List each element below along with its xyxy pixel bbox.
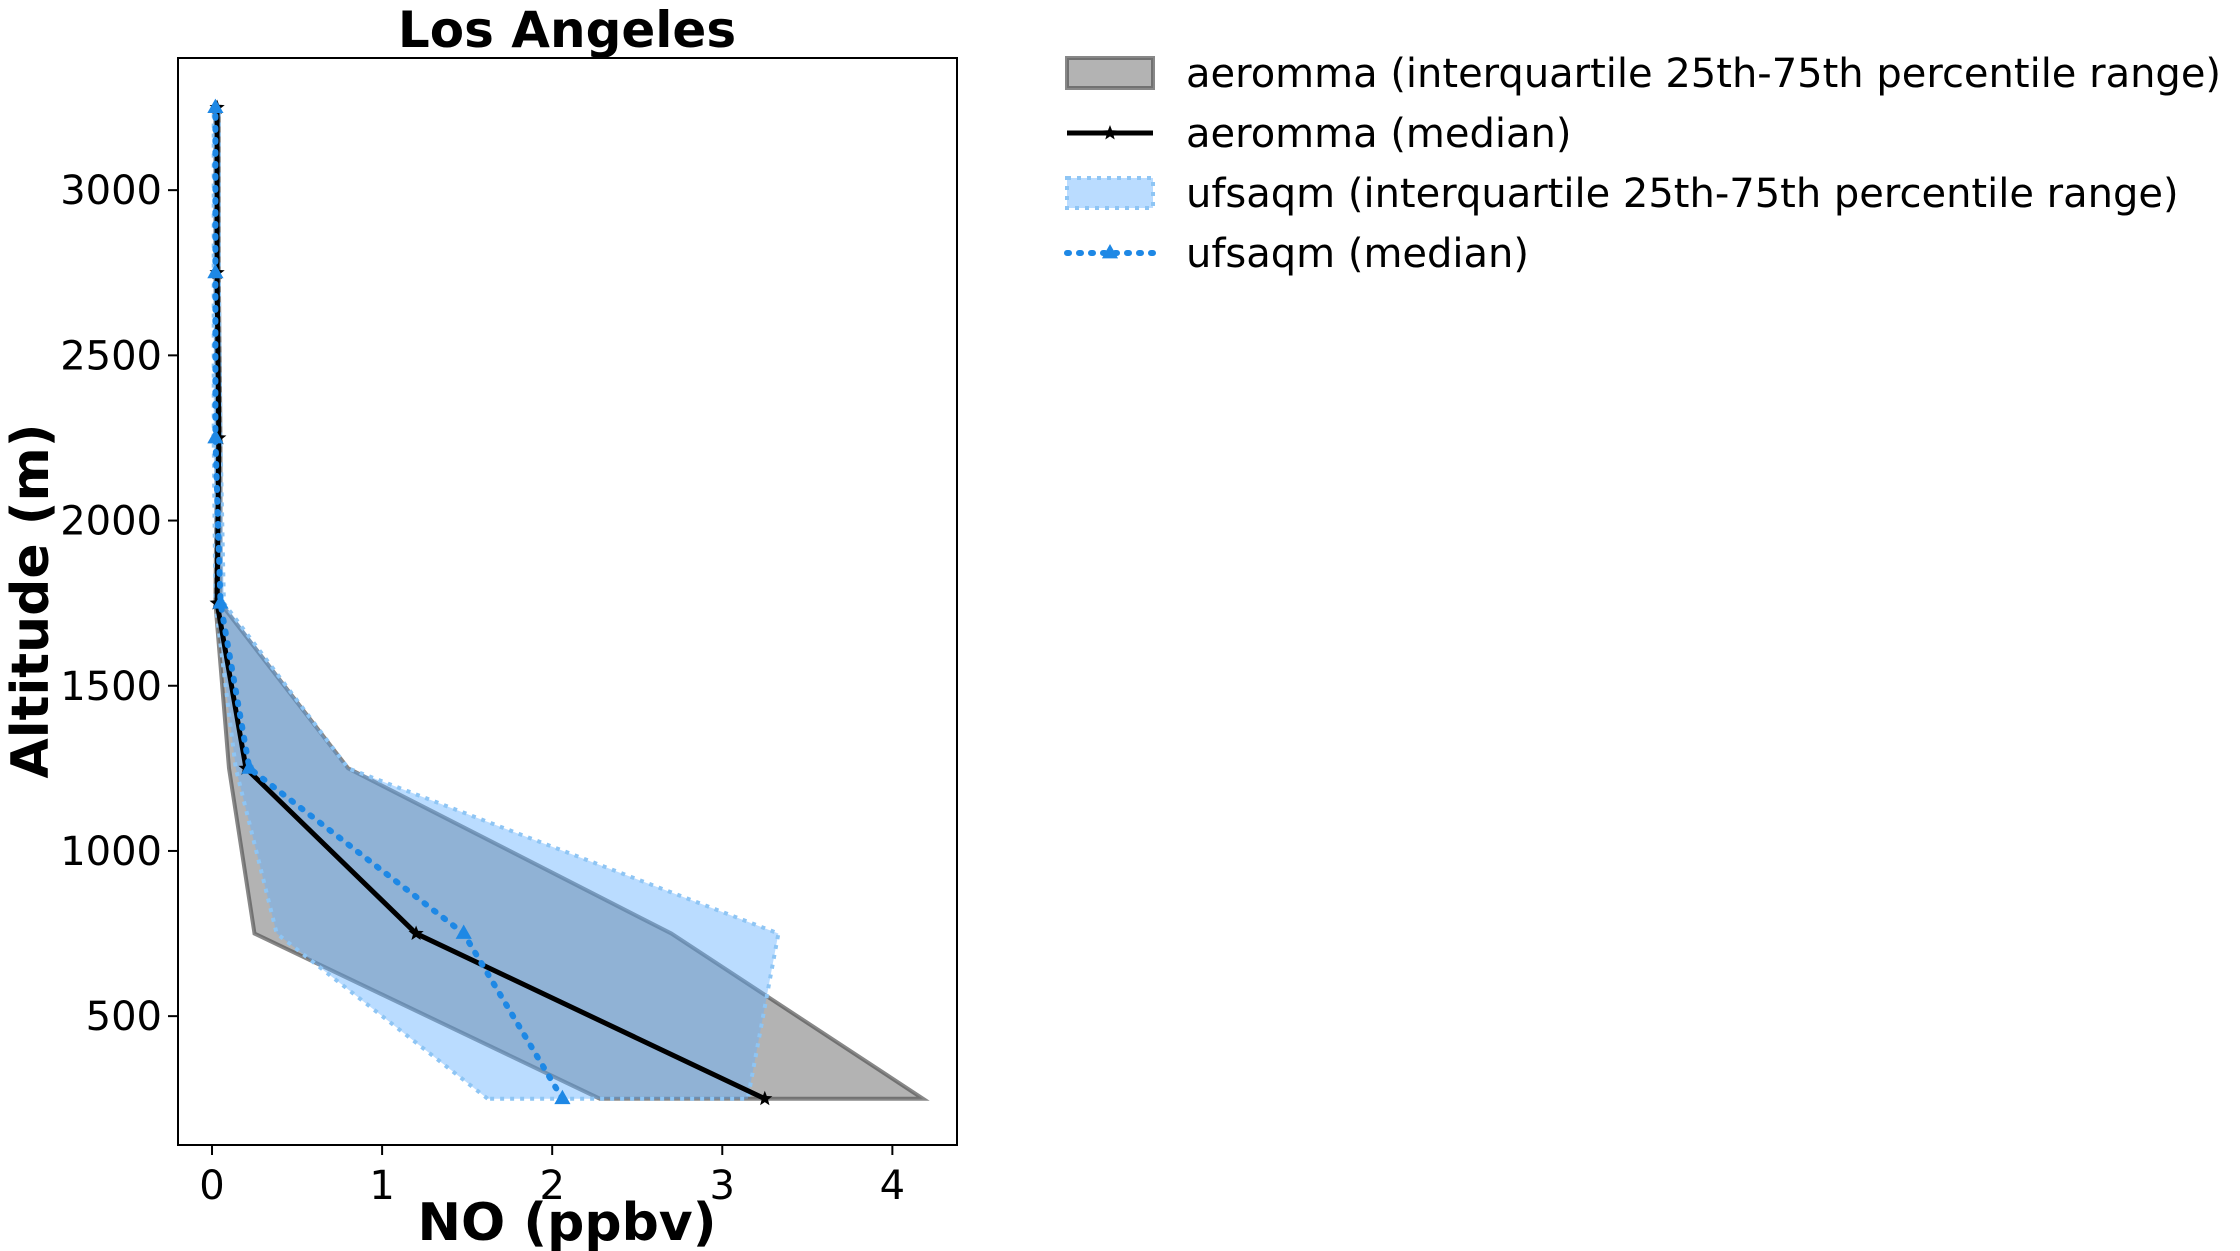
median-point-ufsaqm xyxy=(207,98,224,113)
median-point-ufsaqm xyxy=(554,1089,571,1105)
plot-frame xyxy=(177,57,958,1146)
y-tick-label: 1500 xyxy=(60,664,162,710)
median-point-ufsaqm xyxy=(207,263,224,279)
legend-label: ufsaqm (median) xyxy=(1186,231,1529,277)
legend-swatch-band-aeromma xyxy=(1065,56,1155,90)
x-tick-label: 0 xyxy=(199,1163,224,1209)
y-axis-label: Altitude (m) xyxy=(1,424,61,779)
y-tick-label: 2500 xyxy=(60,333,162,379)
y-tick-label: 500 xyxy=(86,994,162,1040)
median-point-aeromma xyxy=(408,925,424,940)
x-tick-label: 1 xyxy=(369,1163,394,1209)
y-axis: 500 1000 1500 2000 2500 3000 xyxy=(60,168,178,1040)
x-tick-label: 3 xyxy=(710,1163,735,1209)
legend-label: ufsaqm (interquartile 25th-75th percenti… xyxy=(1186,171,2179,217)
legend-marker-aeromma xyxy=(1102,125,1118,140)
chart-title: Los Angeles xyxy=(398,1,736,59)
x-axis: 0 1 2 3 4 xyxy=(199,1145,905,1209)
legend-label: aeromma (median) xyxy=(1186,111,1571,157)
iqr-band-ufsaqm xyxy=(211,105,781,1101)
median-point-ufsaqm xyxy=(212,594,229,609)
x-axis-label: NO (ppbv) xyxy=(418,1193,717,1251)
legend-marker-ufsaqm xyxy=(1101,244,1119,259)
legend: aeromma (interquartile 25th-75th percent… xyxy=(1064,51,2221,277)
median-point-aeromma xyxy=(757,1090,773,1106)
y-tick-label: 2000 xyxy=(60,499,162,545)
x-tick-label: 4 xyxy=(880,1163,905,1209)
median-point-ufsaqm xyxy=(241,759,258,774)
legend-swatch-band-ufsaqm xyxy=(1065,176,1155,210)
median-point-ufsaqm xyxy=(455,924,472,939)
y-tick-label: 3000 xyxy=(60,168,162,214)
y-tick-label: 1000 xyxy=(60,829,162,875)
legend-label: aeromma (interquartile 25th-75th percent… xyxy=(1186,51,2221,97)
plot-area xyxy=(207,98,930,1106)
x-tick-label: 2 xyxy=(539,1163,564,1209)
median-point-ufsaqm xyxy=(207,429,224,444)
